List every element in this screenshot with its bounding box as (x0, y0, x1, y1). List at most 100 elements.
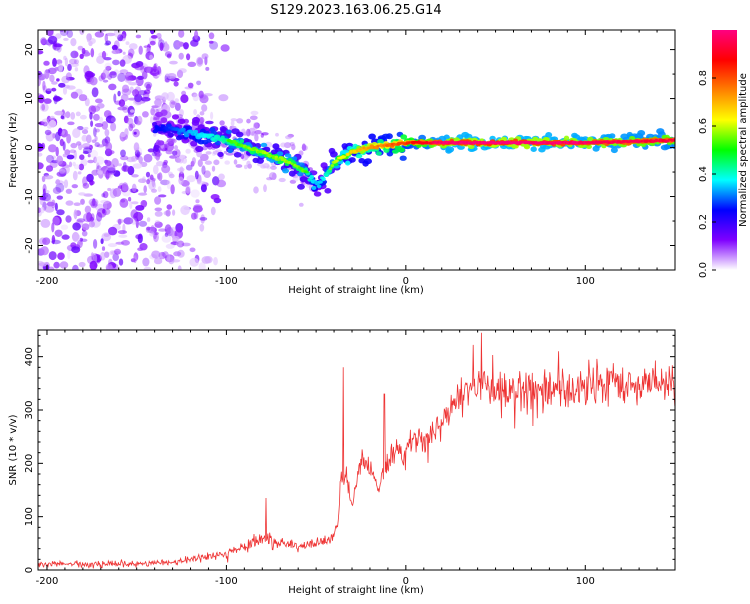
spectrogram-noise-blob (153, 99, 163, 106)
spectrogram-noise-blob (128, 82, 138, 86)
spectrogram-noise-blob (119, 198, 129, 208)
spectrogram-noise-blob (164, 78, 170, 83)
spectrogram-noise-blob (70, 112, 76, 120)
snr-y-tick-label: 200 (24, 454, 35, 473)
spectrogram-noise-blob (80, 238, 88, 242)
spectrogram-noise-blob (196, 56, 204, 67)
spectrogram-noise-blob (163, 159, 168, 165)
spectrogram-noise-blob (201, 53, 209, 60)
spectrogram-noise-blob (185, 185, 191, 194)
spectrogram-ridge-blob (297, 183, 305, 190)
spectrogram-noise-blob (52, 187, 62, 194)
spectrogram-ridge-blob (399, 155, 407, 161)
spectrogram-noise-blob (166, 204, 173, 210)
spectrogram-noise-blob (72, 170, 78, 181)
spectrogram-noise-blob (159, 42, 164, 52)
spectrogram-noise-blob (164, 41, 168, 50)
spectrogram-noise-blob (253, 186, 259, 194)
spectrogram-noise-blob (51, 222, 55, 233)
spectrogram-noise-blob (154, 211, 163, 217)
spectrogram-noise-blob (108, 226, 118, 236)
spectrogram-noise-blob (169, 60, 178, 65)
spectrogram-ridge-blob (284, 153, 292, 158)
spectrogram-noise-blob (86, 134, 92, 144)
spectrogram-noise-blob (105, 115, 116, 124)
spectrogram-noise-blob (39, 103, 49, 112)
snr-axes: -200 -100 0 100 0 100 200 300 400 (24, 330, 676, 587)
snr-x-tick-label: 0 (403, 576, 409, 587)
spectrogram-noise-blob (65, 72, 72, 81)
spectrogram-noise-blob (105, 32, 116, 37)
spectrogram-ridge-blob (586, 144, 592, 149)
spectrogram-noise-blob (69, 149, 76, 154)
spectrogram-ridge-blob (445, 146, 455, 153)
spectrogram-ridge-blob (324, 188, 332, 194)
spectrogram-noise-blob (63, 37, 69, 41)
spectrogram-ridge-blob (276, 151, 284, 157)
spectrogram-ridge-blob (637, 130, 646, 137)
spectrogram-noise-blob (105, 170, 110, 180)
spectrogram-noise-blob (101, 232, 112, 242)
spectrogram-noise-blob (193, 204, 203, 209)
spectrogram-noise-blob (108, 83, 117, 91)
spectrogram-noise-blob (138, 45, 143, 55)
spectrogram-noise-blob (174, 102, 181, 112)
spectrogram-noise-blob (154, 151, 162, 157)
spectrogram-noise-blob (119, 69, 129, 75)
spectrogram-noise-blob (120, 149, 126, 158)
snr-y-axis-label: SNR (10 * v/v) (8, 414, 19, 485)
spectrogram-noise-blob (153, 132, 157, 137)
spectrogram-noise-blob (191, 212, 197, 220)
spectrogram-noise-blob (166, 253, 171, 263)
spectrogram-noise-blob (199, 217, 208, 221)
spectrogram-noise-blob (107, 167, 116, 174)
spectrogram-ridge-blob (342, 155, 347, 158)
spectrogram-noise-blob (130, 217, 138, 225)
spectrogram-noise-blob (38, 262, 48, 267)
spectrogram-ridge-blob (493, 141, 497, 145)
spectrogram-noise-blob (71, 184, 79, 189)
spectrogram-noise-blob (205, 151, 212, 155)
spectrogram-noise-blob (73, 164, 80, 170)
spectrogram-noise-blob (275, 132, 279, 137)
spectrogram-noise-blob (103, 233, 110, 237)
spectrogram-noise-blob (88, 220, 95, 228)
spectrogram-noise-blob (104, 62, 112, 70)
spectrogram-noise-blob (128, 196, 132, 202)
spectrogram-noise-blob (119, 59, 126, 67)
spectrogram-ridge-blob (192, 116, 200, 124)
spectrogram-noise-blob (103, 202, 108, 211)
snr-y-tick-label: 300 (24, 400, 35, 419)
spectrogram-noise-blob (143, 266, 152, 270)
spectrogram-noise-blob (94, 156, 105, 165)
spectrogram-ridge-blob (342, 149, 349, 154)
spectrogram-noise-blob (106, 166, 116, 172)
colorbar-tick-label: 0.0 (698, 262, 709, 278)
spectrogram-noise-blob (73, 234, 81, 240)
spectrogram-noise-blob (270, 165, 277, 170)
spectrogram-noise-blob (154, 221, 163, 228)
spectrogram-noise-blob (55, 182, 65, 193)
spectrogram-ridge-blob (563, 135, 570, 141)
colorbar-gradient (712, 30, 737, 270)
spectrogram-noise-blob (52, 215, 62, 226)
spectrogram-noise-blob (149, 40, 156, 46)
spectrogram-noise-blob (216, 179, 227, 188)
spectrogram-noise-blob (122, 182, 129, 192)
spectrogram-noise-blob (210, 111, 214, 120)
spectrogram-noise-blob (51, 81, 58, 85)
spectrogram-noise-blob (106, 265, 113, 270)
spectrogram-noise-blob (128, 123, 134, 132)
spectrogram-ridge-blob (190, 140, 198, 147)
spectrogram-noise-blob (117, 34, 124, 42)
spectrogram-noise-blob (89, 260, 98, 270)
spectrogram-ridge-blob (272, 156, 276, 160)
spectrogram-noise-blob (61, 75, 70, 84)
spectrogram-noise-blob (94, 31, 105, 38)
spectrogram-ridge-blob (171, 114, 180, 120)
spectrogram-noise-blob (61, 234, 70, 240)
colorbar-ticks: 0.0 0.2 0.4 0.6 0.8 (698, 70, 716, 278)
spectrogram-ridge-blob (180, 127, 186, 132)
spectrogram-noise-blob (71, 231, 80, 242)
spectrogram-noise-blob (81, 230, 88, 237)
